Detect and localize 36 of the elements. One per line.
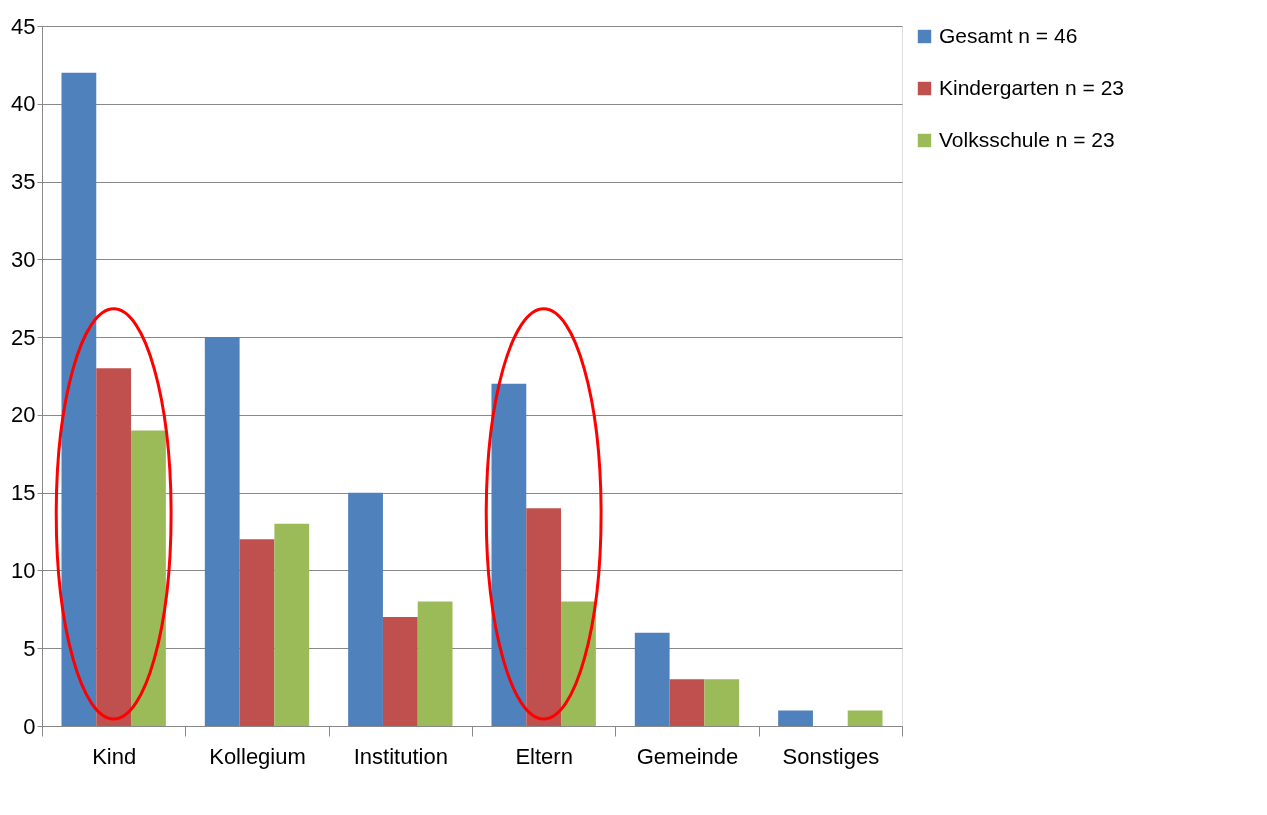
y-tick-label: 35	[11, 169, 36, 195]
x-tick-label: Gemeinde	[636, 743, 739, 769]
legend-label: Gesamt n = 46	[939, 23, 1078, 47]
legend-label: Volksschule n = 23	[939, 127, 1115, 151]
bar	[704, 679, 740, 726]
bar	[131, 430, 166, 726]
bar	[634, 632, 670, 726]
bar	[561, 601, 596, 726]
y-tick-label: 20	[11, 402, 36, 428]
bar	[239, 539, 275, 726]
x-tick-label: Kollegium	[209, 743, 306, 769]
x-tick-label: Kind	[92, 743, 137, 769]
bar	[847, 710, 883, 726]
x-tick-label: Eltern	[515, 743, 573, 769]
bar	[417, 601, 453, 726]
bar	[491, 383, 527, 726]
y-tick-label: 45	[11, 13, 36, 39]
bar	[274, 523, 310, 726]
bar	[96, 368, 132, 726]
bar	[348, 492, 383, 726]
x-tick-label: Institution	[353, 743, 448, 769]
bar	[61, 72, 97, 726]
bar	[204, 337, 240, 726]
bar	[382, 617, 418, 726]
bar	[669, 679, 705, 726]
y-tick-label: 40	[11, 91, 36, 117]
y-tick-label: 30	[11, 246, 36, 272]
bar	[526, 508, 562, 726]
y-tick-label: 10	[11, 557, 36, 583]
y-tick-label: 15	[11, 480, 36, 506]
y-tick-label: 25	[11, 324, 36, 350]
y-tick-label: 5	[23, 635, 36, 661]
x-tick-label: Sonstiges	[782, 743, 880, 769]
y-tick-label: 0	[23, 713, 36, 739]
bar	[778, 710, 813, 726]
legend-label: Kindergarten n = 23	[939, 75, 1125, 99]
